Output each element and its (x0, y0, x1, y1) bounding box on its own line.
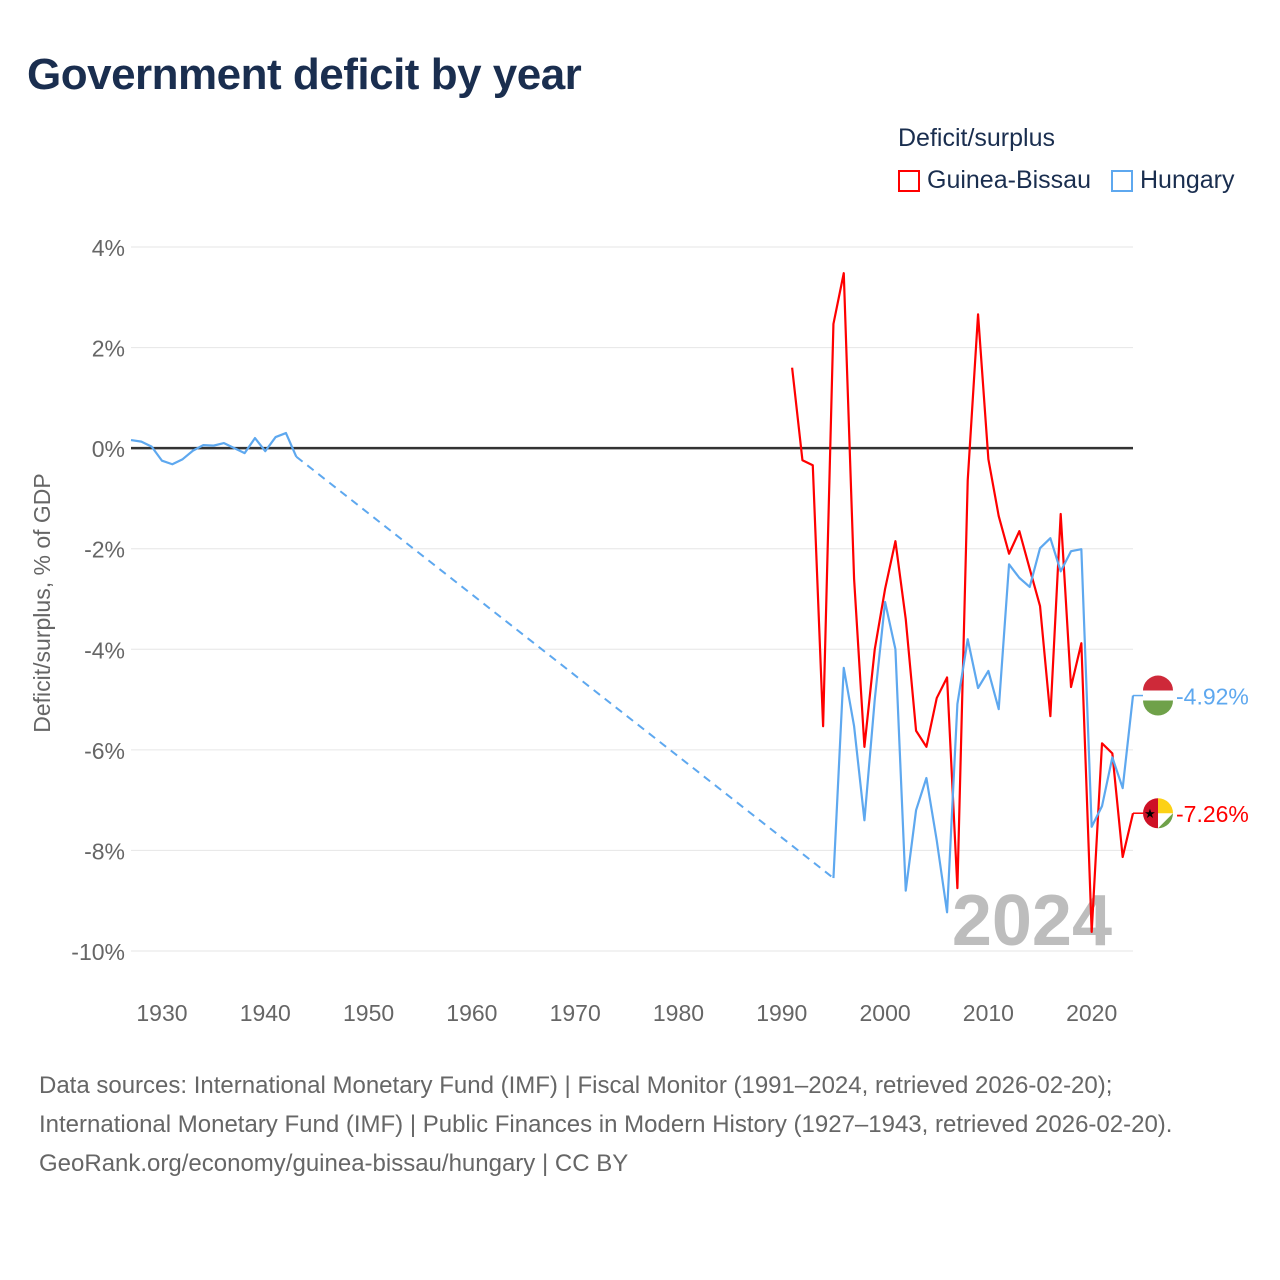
x-tick-label: 1970 (550, 1000, 601, 1026)
y-axis-label: Deficit/surplus, % of GDP (29, 473, 55, 732)
y-tick-label: 0% (92, 436, 125, 462)
series-line-hungary (832, 537, 1135, 914)
y-tick-label: -2% (84, 537, 125, 563)
flag-guinea-bissau-icon (1158, 813, 1174, 829)
legend-swatch (898, 169, 920, 192)
legend-title: Deficit/surplus (898, 124, 1055, 152)
series-line-guinea-bissau (791, 272, 1135, 933)
y-tick-label: -4% (84, 637, 125, 663)
y-tick-label: -10% (71, 939, 125, 965)
legend-label: Hungary (1140, 166, 1235, 194)
flag-hungary-icon (1143, 700, 1173, 716)
x-tick-label: 1990 (756, 1000, 807, 1026)
series-gap-hungary (295, 455, 835, 879)
footer: Data sources: International Monetary Fun… (39, 1066, 1239, 1183)
chart-area: 4% 2% 0% -2% -4% -6% -8% -10% 1930 1940 1950 1960 19… (29, 235, 1249, 1026)
x-tick-label: 2010 (963, 1000, 1014, 1026)
y-tick-label: -6% (84, 738, 125, 764)
flag-guinea-bissau-icon (1143, 798, 1158, 829)
y-tick-label: 2% (92, 336, 125, 362)
series-line-hungary (130, 431, 298, 466)
x-tick-label: 2000 (859, 1000, 910, 1026)
legend-label: Guinea-Bissau (927, 166, 1091, 194)
x-tick-label: 2020 (1066, 1000, 1117, 1026)
y-tick-label: 4% (92, 235, 125, 261)
legend-item-guinea-bissau[interactable]: Guinea-Bissau (898, 166, 1091, 195)
data-sources: Data sources: International Monetary Fun… (39, 1072, 1173, 1138)
x-tick-label: 1960 (446, 1000, 497, 1026)
legend-item-hungary[interactable]: Hungary (1111, 166, 1235, 195)
y-tick-label: -8% (84, 838, 125, 864)
x-tick-label: 1980 (653, 1000, 704, 1026)
end-label-guinea-bissau: -7.26% (1176, 801, 1249, 827)
star-icon: ★ (1144, 806, 1156, 821)
legend-swatch (1111, 169, 1133, 192)
flag-guinea-bissau-icon (1158, 798, 1173, 814)
x-tick-label: 1940 (240, 1000, 291, 1026)
x-tick-label: 1930 (136, 1000, 187, 1026)
credit-link[interactable]: GeoRank.org/economy/guinea-bissau/hungar… (39, 1150, 629, 1177)
flag-hungary-icon (1143, 675, 1173, 691)
flag-hungary-icon (1143, 690, 1173, 701)
x-tick-label: 1950 (343, 1000, 394, 1026)
end-label-hungary: -4.92% (1176, 684, 1249, 710)
chart-title: Government deficit by year (27, 50, 582, 99)
year-label: 2024 (952, 881, 1112, 961)
